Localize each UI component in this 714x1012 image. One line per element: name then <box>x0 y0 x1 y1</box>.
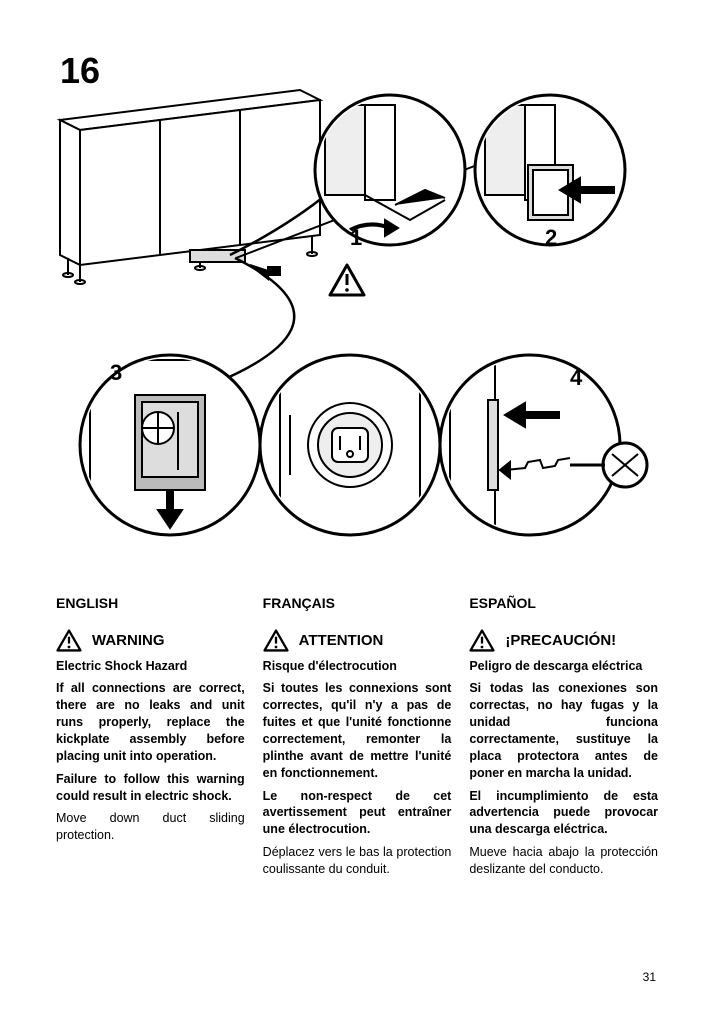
page-number: 31 <box>643 970 656 984</box>
column-francais: FRANÇAIS ATTENTION Risque d'électrocutio… <box>263 595 452 884</box>
warning-paragraph-1: If all connections are correct, there ar… <box>56 680 245 764</box>
warning-triangle-icon <box>263 629 289 652</box>
callout-label-4: 4 <box>570 365 583 390</box>
warning-triangle-icon <box>56 629 82 652</box>
lang-label-english: ENGLISH <box>56 595 245 611</box>
hazard-title: Peligro de descarga eléctrica <box>469 658 658 674</box>
warning-paragraph-1: Si todas las conexiones son correctas, n… <box>469 680 658 781</box>
alert-row: WARNING <box>56 629 245 652</box>
alert-word: WARNING <box>92 632 165 649</box>
warning-triangle-icon <box>469 629 495 652</box>
callout-label-3: 3 <box>110 360 122 385</box>
lang-label-espanol: ESPAÑOL <box>469 595 658 611</box>
alert-row: ATTENTION <box>263 629 452 652</box>
assembly-diagram: 1 2 <box>50 50 664 570</box>
callout-label-1: 1 <box>350 225 362 250</box>
hazard-title: Electric Shock Hazard <box>56 658 245 674</box>
warning-paragraph-2: Failure to follow this warning could res… <box>56 771 245 805</box>
column-espanol: ESPAÑOL ¡PRECAUCIÓN! Peligro de descarga… <box>469 595 658 884</box>
instruction-paragraph: Move down duct sliding protection. <box>56 810 245 844</box>
alert-word: ¡PRECAUCIÓN! <box>505 632 616 649</box>
callout-label-2: 2 <box>545 225 557 250</box>
alert-word: ATTENTION <box>299 632 384 649</box>
warning-triangle-icon <box>330 265 364 295</box>
lang-label-francais: FRANÇAIS <box>263 595 452 611</box>
hazard-title: Risque d'électrocution <box>263 658 452 674</box>
warning-columns: ENGLISH WARNING Electric Shock Hazard If… <box>56 595 658 884</box>
warning-paragraph-2: Le non-respect de cet avertissement peut… <box>263 788 452 839</box>
warning-paragraph-1: Si toutes les connexions sont correctes,… <box>263 680 452 781</box>
column-english: ENGLISH WARNING Electric Shock Hazard If… <box>56 595 245 884</box>
instruction-paragraph: Mueve hacia abajo la protección deslizan… <box>469 844 658 878</box>
instruction-paragraph: Déplacez vers le bas la protection couli… <box>263 844 452 878</box>
alert-row: ¡PRECAUCIÓN! <box>469 629 658 652</box>
warning-paragraph-2: El incumplimiento de esta advertencia pu… <box>469 788 658 839</box>
